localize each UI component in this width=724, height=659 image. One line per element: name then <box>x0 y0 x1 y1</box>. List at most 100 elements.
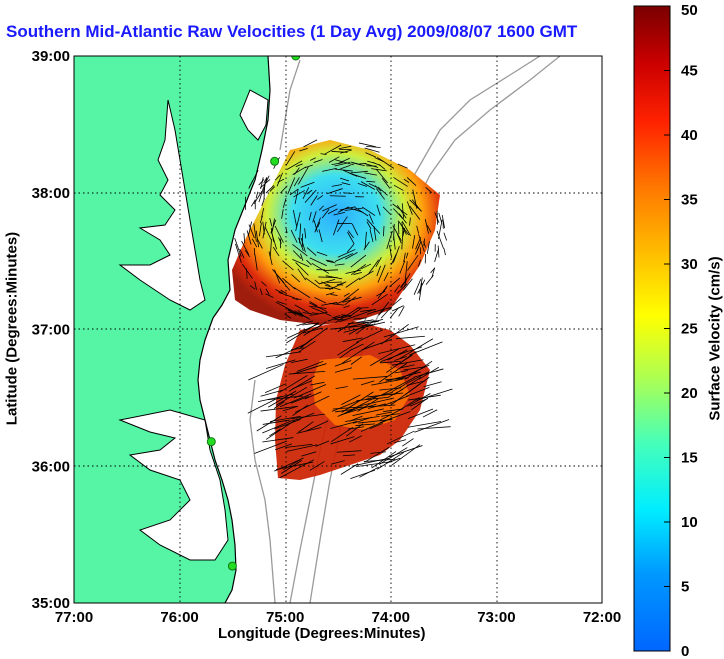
velocity-vector <box>353 317 367 320</box>
velocity-vector <box>335 306 360 324</box>
velocity-vector <box>282 197 287 208</box>
velocity-vector <box>293 177 300 187</box>
velocity-vector <box>389 245 393 259</box>
velocity-vector <box>329 303 345 306</box>
velocity-vector <box>284 313 292 319</box>
velocity-vector <box>353 271 362 275</box>
velocity-vector <box>346 423 364 437</box>
velocity-vector <box>235 243 242 263</box>
velocity-vector <box>368 259 380 275</box>
colorbar-tick-label: 10 <box>681 514 698 531</box>
x-tick-label: 72:00 <box>583 609 621 626</box>
velocity-vector <box>371 293 388 306</box>
velocity-vector <box>389 307 400 319</box>
y-tick-label: 35:00 <box>32 595 70 612</box>
velocity-vector <box>438 219 443 240</box>
velocity-vector <box>431 267 436 278</box>
velocity-vector <box>364 231 367 248</box>
velocity-vector <box>434 248 440 262</box>
velocity-vector <box>274 457 304 472</box>
velocity-vector <box>326 260 336 264</box>
velocity-vector <box>403 366 425 371</box>
velocity-vector <box>379 350 409 363</box>
velocity-vector <box>260 389 283 397</box>
velocity-vector <box>392 225 402 241</box>
velocity-vector <box>417 259 422 267</box>
velocity-vector <box>378 301 390 316</box>
velocity-vector <box>248 170 259 188</box>
velocity-vector <box>274 225 284 243</box>
velocity-vector <box>251 238 258 248</box>
x-tick-label: 74:00 <box>372 609 410 626</box>
velocity-vector <box>355 329 383 343</box>
velocity-vector <box>248 364 284 381</box>
grid-lines <box>74 56 602 603</box>
velocity-vector <box>295 262 309 276</box>
velocity-vector <box>419 277 423 294</box>
velocity-vector <box>269 239 272 257</box>
velocity-vector <box>366 146 381 148</box>
velocity-vector <box>303 139 318 148</box>
velocity-vector <box>337 206 349 213</box>
velocity-vector <box>347 206 364 213</box>
velocity-vector <box>330 436 355 445</box>
velocity-vector <box>325 259 334 262</box>
velocity-vector <box>306 189 313 195</box>
y-tick-label: 39:00 <box>32 48 70 65</box>
velocity-vector <box>318 276 338 278</box>
velocity-vector <box>425 186 433 194</box>
velocity-vector <box>320 153 327 155</box>
velocity-vector <box>291 347 305 351</box>
velocity-vector <box>335 297 351 305</box>
velocity-vector <box>287 309 303 318</box>
velocity-vector <box>375 168 388 184</box>
velocity-vector <box>302 312 313 315</box>
velocity-vector <box>379 408 404 421</box>
velocity-vector <box>389 383 421 407</box>
velocity-vector <box>379 411 411 424</box>
velocity-vector <box>377 264 386 283</box>
velocity-vector <box>242 264 253 279</box>
velocity-vector <box>314 297 327 304</box>
velocity-vector <box>370 451 386 454</box>
velocity-vector <box>347 230 354 239</box>
velocity-vector <box>268 390 297 408</box>
velocity-vector <box>351 457 391 467</box>
velocity-vector <box>364 147 380 153</box>
velocity-vector <box>293 363 327 375</box>
velocity-vector <box>306 259 312 266</box>
velocity-vector <box>274 269 281 284</box>
velocity-vector <box>339 206 356 211</box>
velocity-vector <box>368 213 374 224</box>
velocity-vector <box>260 405 298 412</box>
velocity-vector <box>302 187 310 200</box>
colorbar-tick-label: 5 <box>681 579 689 596</box>
velocity-vector <box>401 220 411 236</box>
velocity-vector <box>333 219 340 236</box>
velocity-vector <box>338 145 352 150</box>
velocity-vector <box>345 269 362 274</box>
velocity-vector <box>376 204 381 216</box>
velocity-vector <box>376 265 381 277</box>
velocity-vector <box>409 398 429 407</box>
colorbar-tick-label: 15 <box>681 450 698 467</box>
colorbar-label: Surface Velocity (cm/s) <box>706 256 724 421</box>
velocity-vector <box>376 290 386 297</box>
velocity-vector <box>291 274 301 283</box>
velocity-vector <box>406 201 413 215</box>
velocity-vector <box>290 396 309 404</box>
velocity-vector <box>423 381 442 388</box>
velocity-vector <box>315 440 330 447</box>
velocity-vector <box>408 394 441 401</box>
velocity-vector <box>255 191 259 199</box>
velocity-vector <box>300 181 315 188</box>
velocity-vector <box>310 195 318 206</box>
velocity-vector <box>302 322 320 326</box>
velocity-vector <box>325 292 335 296</box>
velocity-vector <box>310 381 325 386</box>
colorbar-ticks: 0 5 10 15 20 25 30 35 40 45 50 <box>664 2 698 659</box>
velocity-vector <box>389 277 401 288</box>
velocity-vector <box>244 249 250 258</box>
velocity-vector <box>416 388 453 401</box>
velocity-vector <box>418 366 439 380</box>
